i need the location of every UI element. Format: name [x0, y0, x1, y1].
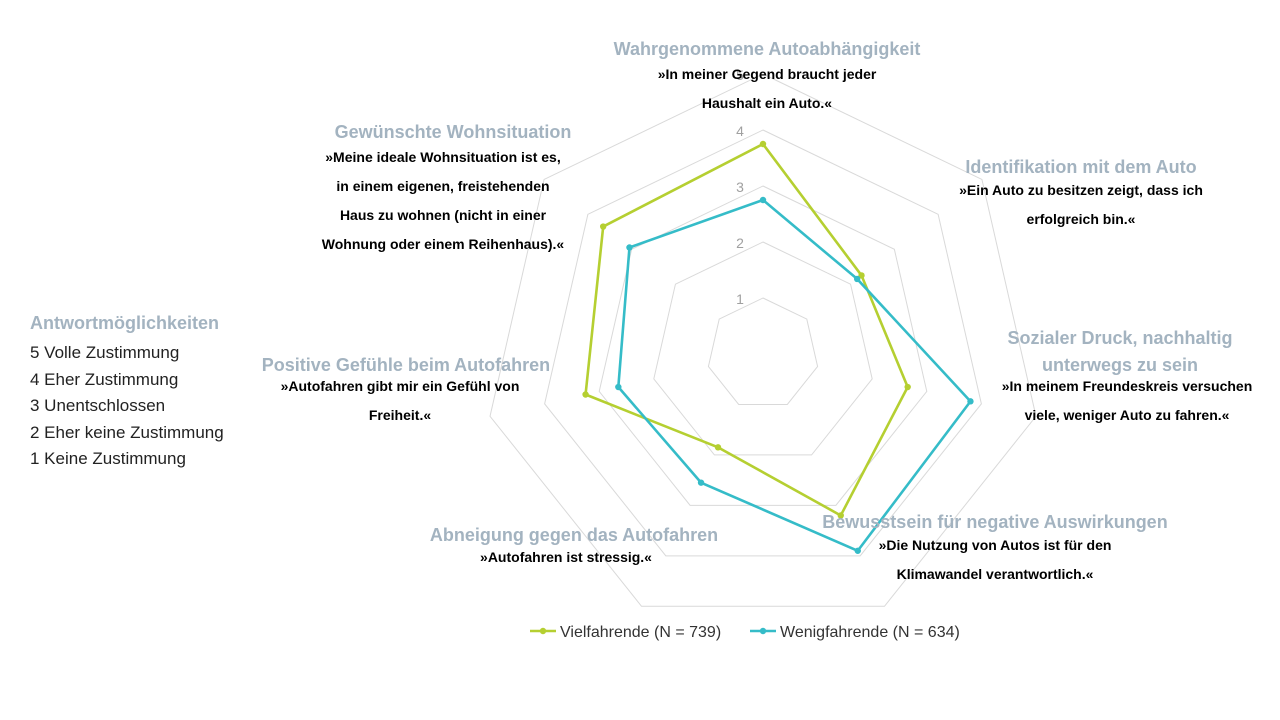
category-quote-7: »Meine ideale Wohnsituation ist es,: [325, 149, 560, 165]
series-line-2: [617, 198, 972, 553]
series-2-point-4: [854, 547, 861, 554]
series-2-point-7: [626, 244, 633, 251]
tick-label-1: 1: [736, 291, 744, 307]
radar-category-labels: Wahrgenommene Autoabhängigkeit »In meiner…: [262, 39, 1252, 582]
grid-ring-3: [598, 185, 928, 506]
category-quote-2: »Ein Auto zu besitzen zeigt, dass ich: [959, 182, 1203, 198]
legend-marker-1: [539, 627, 547, 635]
tick-label-5: 5: [736, 67, 744, 83]
category-title-2: Identifikation mit dem Auto: [965, 157, 1196, 177]
legend-label-1: Vielfahrende (N = 739): [560, 624, 721, 641]
category-quote-6: »Autofahren gibt mir ein Gefühl von: [281, 378, 520, 394]
category-title-3: Sozialer Druck, nachhaltig: [1007, 328, 1232, 348]
category-quote-1: »In meiner Gegend braucht jeder: [658, 66, 877, 82]
legend-marker-2: [759, 627, 767, 635]
category-quote-2: erfolgreich bin.«: [1027, 211, 1136, 227]
series-2-point-2: [853, 275, 861, 283]
category-quote-7: Wohnung oder einem Reihenhaus).«: [322, 236, 565, 252]
grid-ring-5: [489, 73, 1037, 607]
response-options-title: Antwortmöglichkeiten: [30, 313, 220, 333]
series-1-point-3: [904, 383, 911, 391]
series-1-point-5: [714, 444, 722, 451]
series-1-point-6: [582, 391, 589, 398]
category-quote-7: in einem eigenen, freistehenden: [336, 178, 549, 194]
radar-series: [582, 140, 974, 554]
category-quote-4: »Die Nutzung von Autos ist für den: [879, 537, 1112, 553]
category-title-6: Positive Gefühle beim Autofahren: [262, 355, 550, 375]
category-quote-1: Haushalt ein Auto.«: [702, 95, 832, 111]
tick-label-3: 3: [736, 179, 744, 195]
category-title-7: Gewünschte Wohnsituation: [335, 122, 572, 142]
tick-label-2: 2: [736, 235, 744, 251]
legend-label-2: Wenigfahrende (N = 634): [780, 624, 960, 641]
tick-label-4: 4: [736, 123, 744, 139]
response-option-1: 1 Keine Zustimmung: [30, 449, 186, 468]
category-title-3: unterwegs zu sein: [1042, 355, 1198, 375]
grid-ring-4: [544, 129, 982, 557]
chart-legend: Vielfahrende (N = 739) Wenigfahrende (N =…: [530, 624, 960, 641]
series-2-point-6: [615, 383, 622, 391]
category-quote-6: Freiheit.«: [369, 407, 431, 423]
grid-ring-2: [653, 241, 873, 456]
category-quote-7: Haus zu wohnen (nicht in einer: [340, 207, 547, 223]
response-option-4: 4 Eher Zustimmung: [30, 369, 179, 389]
category-title-4: Bewusstsein für negative Auswirkungen: [822, 512, 1167, 532]
series-2-point-3: [967, 398, 974, 405]
response-options-panel: Antwortmöglichkeiten 5 Volle Zustimmung …: [30, 313, 224, 473]
category-quote-3: viele, weniger Auto zu fahren.«: [1025, 407, 1230, 423]
radar-grid: [489, 73, 1037, 607]
radar-tick-labels: 1 2 3 4 5: [736, 67, 744, 307]
series-line-1: [584, 142, 909, 517]
category-quote-3: »In meinem Freundeskreis versuchen: [1002, 378, 1253, 394]
category-title-1: Wahrgenommene Autoabhängigkeit: [614, 39, 921, 59]
series-1-point-7: [599, 223, 607, 230]
category-quote-5: »Autofahren ist stressig.«: [480, 549, 652, 565]
category-quote-4: Klimawandel verantwortlich.«: [897, 566, 1094, 582]
response-option-5: 5 Volle Zustimmung: [30, 343, 180, 362]
series-2-point-1: [759, 196, 767, 204]
series-1-point-2: [858, 272, 865, 279]
response-option-3: 3 Unentschlossen: [30, 396, 166, 415]
response-option-2: 2 Eher keine Zustimmung: [30, 422, 224, 442]
category-title-5: Abneigung gegen das Autofahren: [430, 525, 718, 545]
series-1-point-4: [837, 512, 844, 519]
series-2-point-5: [697, 479, 705, 486]
grid-ring-1: [707, 297, 819, 405]
series-1-point-1: [759, 140, 767, 148]
